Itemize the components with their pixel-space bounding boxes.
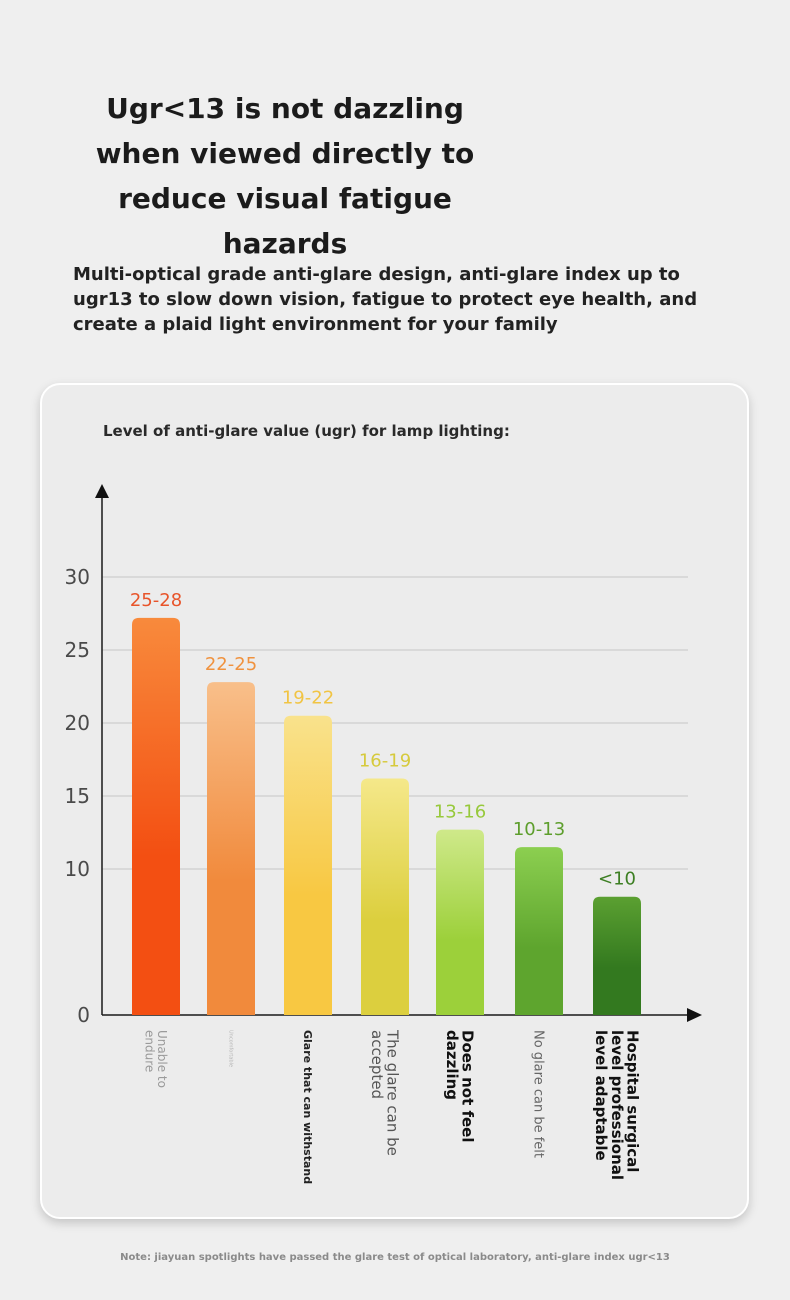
y-tick-label: 30 (65, 565, 90, 589)
category-label-line: Glare that can withstand (301, 1030, 314, 1184)
y-tick-label: 10 (65, 857, 90, 881)
bar-value-label: <10 (598, 869, 636, 890)
category-label-line: Hospital surgical (624, 1030, 642, 1172)
category-label-line: No glare can be felt (530, 1030, 545, 1158)
headline: Ugr<13 is not dazzling when viewed direc… (95, 92, 475, 260)
x-axis-arrow (687, 1008, 702, 1022)
y-tick-label: 15 (65, 784, 90, 808)
bar (284, 715, 332, 1015)
bar (436, 829, 484, 1015)
y-tick-label: 25 (65, 638, 90, 662)
bar-value-label: 10-13 (513, 819, 565, 840)
category-label: No glare can be felt (530, 1030, 545, 1158)
subtext: Multi-optical grade anti-glare design, a… (73, 264, 698, 335)
bar (207, 682, 255, 1015)
bar (515, 847, 563, 1015)
category-label-line: Unable to (155, 1030, 169, 1088)
bar (361, 778, 409, 1015)
bar-value-label: 22-25 (205, 654, 257, 675)
category-label-line: endure (143, 1030, 157, 1072)
footnote: Note: jiayuan spotlights have passed the… (120, 1252, 670, 1263)
category-label-line: accepted (368, 1030, 386, 1099)
category-label-line: Does not feel (459, 1030, 477, 1142)
chart-title: Level of anti-glare value (ugr) for lamp… (103, 422, 510, 440)
bar-value-label: 19-22 (282, 688, 334, 709)
bar-value-label: 13-16 (434, 802, 486, 823)
category-label-line: level professional (608, 1030, 626, 1180)
y-axis-arrow (95, 484, 109, 498)
category-label-line: dazzling (443, 1030, 461, 1100)
category-label: Uncomfortable (227, 1030, 233, 1067)
y-tick-label: 20 (65, 711, 90, 735)
bar (132, 617, 180, 1015)
category-label-line: Uncomfortable (227, 1030, 233, 1067)
category-label-line: The glare can be (384, 1029, 402, 1156)
bar-value-label: 25-28 (130, 590, 182, 611)
bar (593, 896, 641, 1015)
category-label-line: level adaptable (592, 1030, 610, 1161)
bar-value-label: 16-19 (359, 750, 411, 771)
category-label: Glare that can withstand (301, 1030, 314, 1184)
y-tick-label: 0 (77, 1003, 90, 1027)
